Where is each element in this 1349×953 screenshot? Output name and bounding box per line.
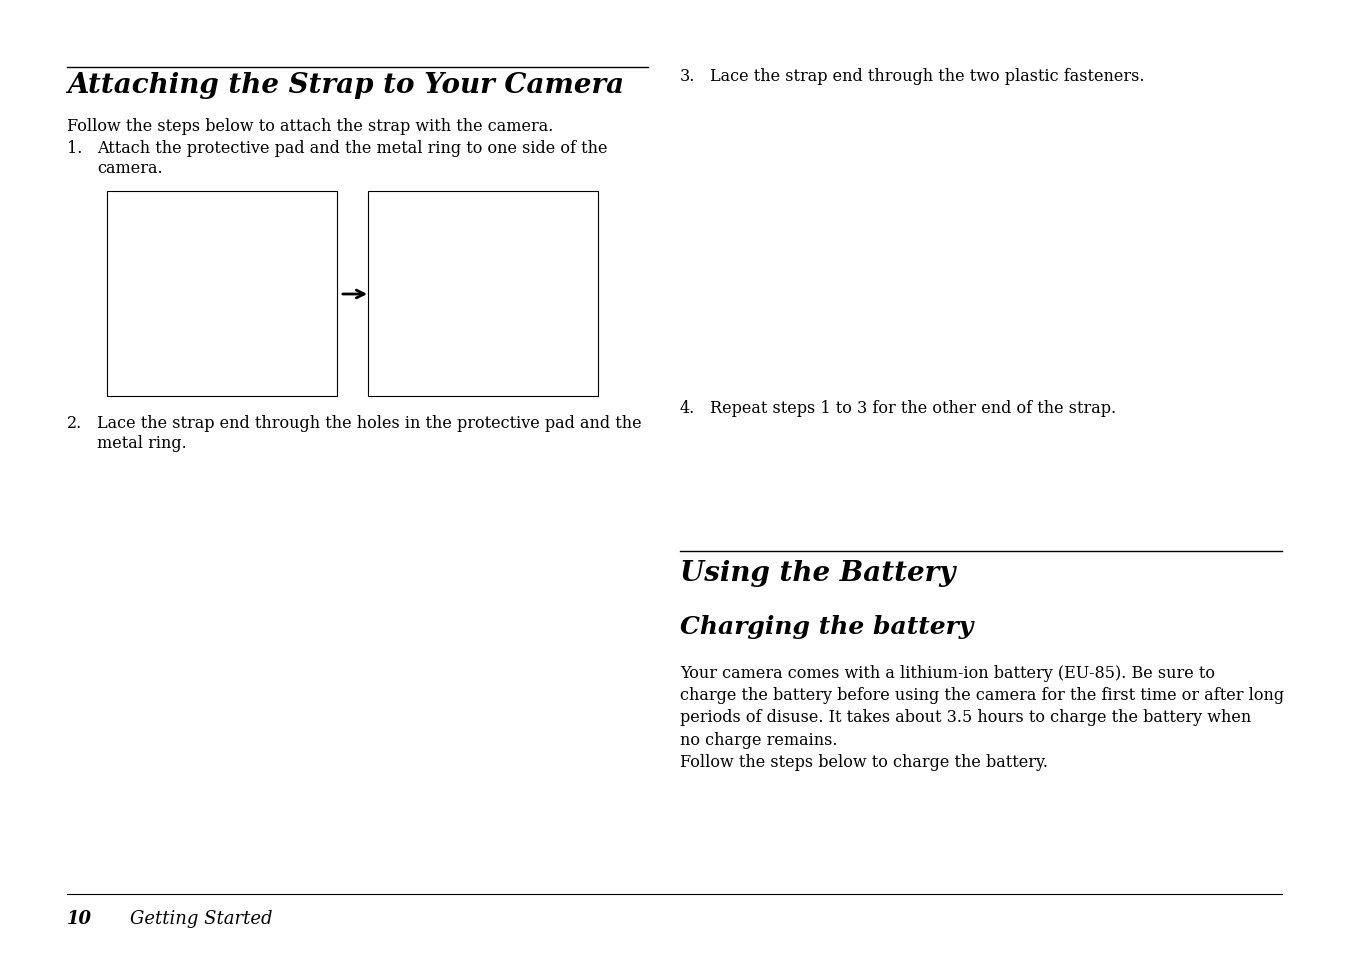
Text: Attach the protective pad and the metal ring to one side of the
camera.: Attach the protective pad and the metal … xyxy=(97,140,607,176)
Text: Using the Battery: Using the Battery xyxy=(680,559,955,586)
Text: Lace the strap end through the holes in the protective pad and the
metal ring.: Lace the strap end through the holes in … xyxy=(97,415,642,451)
Text: Attaching the Strap to Your Camera: Attaching the Strap to Your Camera xyxy=(67,71,625,99)
Text: Getting Started: Getting Started xyxy=(130,909,272,927)
Text: 3.: 3. xyxy=(680,68,695,85)
Text: Your camera comes with a lithium-ion battery (EU-85). Be sure to
charge the batt: Your camera comes with a lithium-ion bat… xyxy=(680,664,1284,770)
Text: 2.: 2. xyxy=(67,415,82,432)
Text: Lace the strap end through the two plastic fasteners.: Lace the strap end through the two plast… xyxy=(710,68,1144,85)
Text: 10: 10 xyxy=(67,909,92,927)
Text: 4.: 4. xyxy=(680,399,695,416)
Text: Follow the steps below to attach the strap with the camera.: Follow the steps below to attach the str… xyxy=(67,118,553,135)
Bar xyxy=(107,192,337,396)
Text: Repeat steps 1 to 3 for the other end of the strap.: Repeat steps 1 to 3 for the other end of… xyxy=(710,399,1116,416)
Text: Charging the battery: Charging the battery xyxy=(680,615,973,639)
Bar xyxy=(368,192,598,396)
Text: 1.: 1. xyxy=(67,140,82,157)
